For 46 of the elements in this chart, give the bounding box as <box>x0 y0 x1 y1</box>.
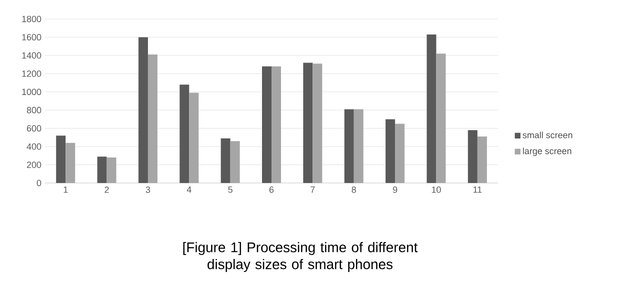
y-tick-label: 200 <box>26 162 42 168</box>
legend-label: large screen <box>523 148 572 156</box>
x-tick-label: 10 <box>432 186 441 193</box>
x-tick-label: 8 <box>352 186 356 193</box>
bar <box>272 66 282 183</box>
x-tick-label: 1 <box>64 186 68 193</box>
x-tick-label: 3 <box>146 186 150 193</box>
bar <box>468 130 478 183</box>
bar <box>66 142 76 183</box>
bar <box>230 141 240 183</box>
y-tick-label: 1800 <box>22 16 42 22</box>
x-tick-label: 9 <box>392 186 398 193</box>
x-tick-label: 5 <box>228 186 232 193</box>
bar <box>262 66 272 183</box>
x-tick-label: 4 <box>186 186 192 193</box>
y-tick-label: 600 <box>26 125 42 132</box>
bar <box>477 136 487 183</box>
bar <box>395 124 405 183</box>
y-tick-label: 1000 <box>22 88 42 96</box>
bar <box>354 109 364 183</box>
bar <box>56 136 66 183</box>
bar <box>106 157 116 183</box>
bar <box>138 37 148 183</box>
bar <box>180 84 190 183</box>
y-tick-label: 1400 <box>22 52 42 59</box>
bar <box>148 54 158 183</box>
y-tick-label: 1200 <box>22 70 42 77</box>
bar <box>344 109 354 183</box>
bar <box>220 138 230 183</box>
y-tick-label: 0 <box>36 180 42 186</box>
bar <box>303 62 313 183</box>
x-tick-label: 11 <box>473 186 482 193</box>
y-tick-label: 800 <box>26 106 42 114</box>
bar <box>97 156 107 183</box>
y-tick-label: 400 <box>26 143 42 150</box>
x-tick-label: 2 <box>104 186 109 193</box>
bar <box>436 54 446 183</box>
bar <box>386 119 396 183</box>
x-tick-label: 7 <box>310 186 315 193</box>
y-tick-label: 1600 <box>22 34 42 40</box>
legend-label: small screen <box>522 132 572 138</box>
bar <box>426 34 436 183</box>
text: [Figure 1] Processing time of different display sizes of smart phones <box>183 242 418 272</box>
bar <box>189 92 199 183</box>
x-tick-label: 6 <box>269 186 274 193</box>
bar <box>312 64 322 183</box>
